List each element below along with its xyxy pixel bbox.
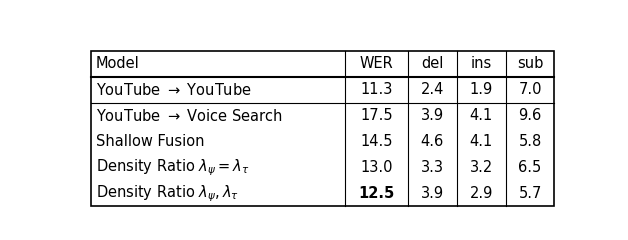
Text: Model: Model	[95, 56, 139, 72]
Text: sub: sub	[517, 56, 543, 72]
Text: 14.5: 14.5	[360, 134, 392, 149]
Text: WER: WER	[359, 56, 393, 72]
Text: 17.5: 17.5	[360, 108, 392, 123]
Text: 12.5: 12.5	[358, 186, 394, 201]
Text: 2.9: 2.9	[470, 186, 493, 201]
Text: 4.6: 4.6	[421, 134, 444, 149]
Text: 4.1: 4.1	[470, 134, 493, 149]
Text: 2.4: 2.4	[421, 82, 444, 97]
Text: 6.5: 6.5	[519, 160, 542, 175]
Text: ins: ins	[470, 56, 492, 72]
Text: Shallow Fusion: Shallow Fusion	[95, 134, 204, 149]
Text: 5.7: 5.7	[518, 186, 542, 201]
Text: del: del	[421, 56, 443, 72]
Text: 4.1: 4.1	[470, 108, 493, 123]
Text: 13.0: 13.0	[360, 160, 392, 175]
Text: Density Ratio $\lambda_{\psi} = \lambda_{\tau}$: Density Ratio $\lambda_{\psi} = \lambda_…	[95, 157, 249, 178]
Text: 11.3: 11.3	[360, 82, 392, 97]
Text: 3.9: 3.9	[421, 186, 444, 201]
Text: YouTube $\rightarrow$ Voice Search: YouTube $\rightarrow$ Voice Search	[95, 108, 283, 124]
Text: 3.2: 3.2	[470, 160, 493, 175]
Text: YouTube $\rightarrow$ YouTube: YouTube $\rightarrow$ YouTube	[95, 82, 251, 98]
Text: 1.9: 1.9	[470, 82, 493, 97]
Bar	[90, 51, 555, 206]
Text: 5.8: 5.8	[519, 134, 542, 149]
Text: 9.6: 9.6	[519, 108, 542, 123]
Text: 7.0: 7.0	[518, 82, 542, 97]
Text: 3.9: 3.9	[421, 108, 444, 123]
Text: 3.3: 3.3	[421, 160, 444, 175]
Text: Density Ratio $\lambda_{\psi}, \lambda_{\tau}$: Density Ratio $\lambda_{\psi}, \lambda_{…	[95, 183, 239, 204]
